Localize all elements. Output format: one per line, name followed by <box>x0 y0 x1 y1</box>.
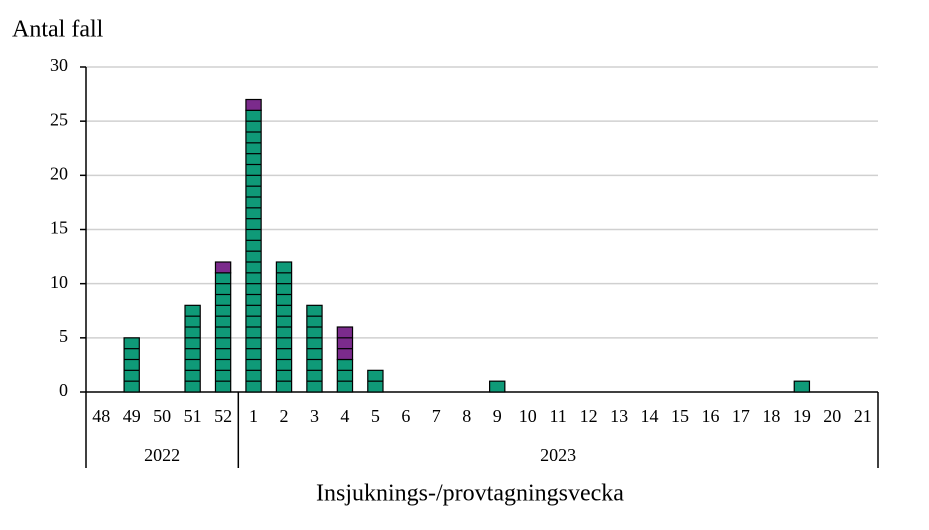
x-tick-label: 18 <box>762 406 780 426</box>
x-tick-label: 8 <box>462 406 471 426</box>
y-tick-label: 25 <box>50 109 68 129</box>
x-tick-label: 12 <box>580 406 598 426</box>
x-tick-label: 11 <box>549 406 566 426</box>
x-tick-label: 21 <box>854 406 872 426</box>
y-tick-label: 30 <box>50 55 68 75</box>
x-tick-label: 1 <box>249 406 258 426</box>
x-tick-label: 51 <box>184 406 202 426</box>
y-tick-label: 10 <box>50 272 68 292</box>
x-tick-label: 16 <box>701 406 719 426</box>
group-label: 2023 <box>540 445 576 465</box>
x-tick-label: 50 <box>153 406 171 426</box>
x-tick-label: 4 <box>340 406 349 426</box>
x-tick-label: 10 <box>519 406 537 426</box>
x-tick-label: 13 <box>610 406 628 426</box>
x-tick-label: 20 <box>823 406 841 426</box>
y-axis-title: Antal fall <box>12 17 104 43</box>
bar-segment <box>123 337 140 393</box>
y-tick-label: 20 <box>50 163 68 183</box>
bar-segment <box>214 272 232 393</box>
bar-segment <box>793 380 811 393</box>
x-tick-label: 9 <box>493 406 502 426</box>
x-axis-title: Insjuknings-/provtagningsvecka <box>316 481 624 507</box>
x-tick-label: 6 <box>401 406 410 426</box>
x-tick-label: 3 <box>310 406 319 426</box>
x-tick-label: 5 <box>371 406 380 426</box>
x-tick-label: 19 <box>793 406 811 426</box>
x-tick-label: 52 <box>214 406 232 426</box>
y-tick-label: 5 <box>59 326 68 346</box>
bar-segment <box>489 380 506 393</box>
bar-segment <box>336 326 354 361</box>
x-tick-label: 15 <box>671 406 689 426</box>
x-tick-label: 17 <box>732 406 750 426</box>
bar-segment <box>245 98 262 111</box>
y-tick-label: 0 <box>59 380 68 400</box>
x-tick-label: 49 <box>123 406 141 426</box>
y-tick-label: 15 <box>50 218 68 238</box>
x-tick-label: 7 <box>432 406 441 426</box>
x-tick-label: 48 <box>92 406 110 426</box>
bar-segment <box>214 261 232 274</box>
bar-segment <box>336 358 354 393</box>
x-tick-label: 2 <box>280 406 289 426</box>
group-label: 2022 <box>144 445 180 465</box>
x-tick-label: 14 <box>641 406 659 426</box>
